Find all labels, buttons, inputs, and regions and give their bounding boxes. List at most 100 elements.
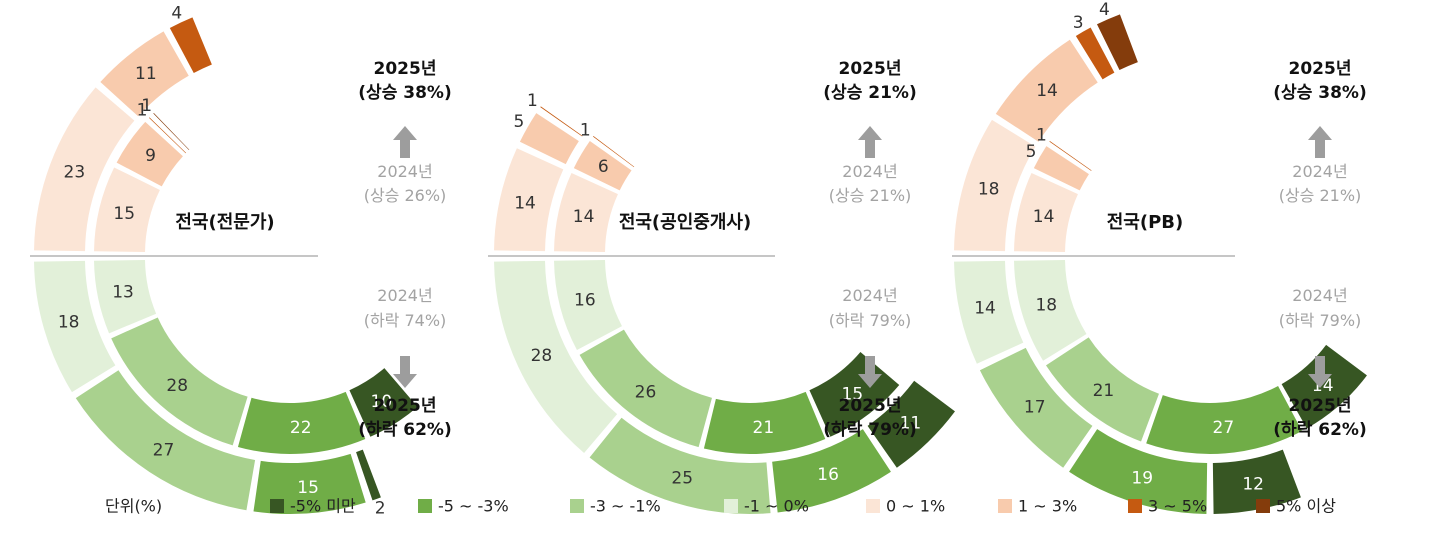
arc-rise-outer-p1_3 [519, 113, 579, 165]
arc-label-fall-inner-m5_m3: 22 [290, 418, 312, 438]
arc-label-fall-outer-m3_m1: 17 [1024, 398, 1046, 418]
arc-label-rise-outer-p3_5: 1 [527, 91, 538, 111]
arc-label-rise-outer-p0_1: 23 [64, 163, 86, 183]
arc-label-fall-outer-lt-5: 12 [1242, 474, 1264, 494]
arc-label-rise-inner-gt5: 1 [141, 96, 152, 116]
fall-2024-year: 2024년 [842, 286, 897, 305]
arc-label-fall-outer-m5_m3: 16 [817, 465, 839, 485]
legend-swatch-lt-5 [270, 499, 284, 513]
arc-rise-inner-p0_1 [554, 173, 618, 252]
arc-fall-inner-m3_m1 [579, 329, 712, 448]
arc-fall-outer-m1_0 [494, 260, 618, 453]
arc-label-rise-outer-gt5: 4 [1099, 0, 1110, 20]
legend-swatch-p3_5 [1128, 499, 1142, 513]
legend-label-m5_m3: -5 ~ -3% [438, 497, 509, 516]
arc-rise-inner-p3_5 [593, 136, 635, 168]
rise-2024-year: 2024년 [377, 162, 432, 181]
unit-label: 단위(%) [105, 497, 162, 516]
legend-label-lt-5: -5% 미만 [290, 497, 356, 516]
fall-2025-text: (하락 62%) [1273, 420, 1366, 440]
fall-2025-text: (하락 79%) [823, 420, 916, 440]
fall-2025-year: 2025년 [374, 396, 437, 416]
arc-rise-outer-p3_5 [1075, 27, 1115, 80]
fall-2025-year: 2025년 [1289, 396, 1352, 416]
arc-fall-inner-lt-5 [809, 351, 900, 437]
arc-rise-outer-p0_1 [494, 148, 564, 252]
legend-label-p1_3: 1 ~ 3% [1018, 497, 1077, 516]
arc-rise-inner-p0_1 [1014, 173, 1078, 252]
arc-fall-outer-m3_m1 [75, 370, 256, 511]
arc-fall-outer-m5_m3 [772, 429, 891, 513]
arc-fall-outer-m3_m1 [589, 417, 771, 515]
rise-2025-year: 2025년 [374, 59, 437, 79]
arc-label-fall-inner-m1_0: 16 [574, 290, 596, 310]
arc-fall-outer-m1_0 [954, 260, 1024, 364]
arc-rise-inner-p1_3 [573, 141, 632, 191]
arc-label-rise-outer-p0_1: 18 [978, 180, 1000, 200]
arc-fall-inner-m1_0 [1014, 260, 1087, 361]
arc-label-fall-inner-m3_m1: 26 [635, 383, 657, 403]
rise-2025-text: (상승 38%) [1273, 83, 1366, 103]
fall-2024-year: 2024년 [1292, 286, 1347, 305]
arc-label-rise-inner-p1_3: 5 [1026, 142, 1037, 162]
arc-fall-inner-m3_m1 [1045, 337, 1159, 442]
arc-rise-inner-p1_3 [116, 121, 183, 187]
rise-2024-year: 2024년 [842, 162, 897, 181]
legend-swatch-p0_1 [866, 499, 880, 513]
rise-2024-text: (상승 21%) [1279, 186, 1362, 205]
arc-rise-inner-p1_3 [1033, 146, 1089, 191]
legend-swatch-gt5 [1256, 499, 1270, 513]
arc-label-rise-inner-p1_3: 6 [598, 157, 609, 177]
legend-label-m1_0: -1 ~ 0% [744, 497, 809, 516]
arc-label-rise-inner-p3_5: 1 [1036, 126, 1047, 146]
arc-label-fall-outer-m3_m1: 25 [671, 468, 693, 488]
arc-fall-outer-lt-5 [1212, 449, 1301, 514]
arc-fall-inner-m3_m1 [111, 317, 248, 446]
arc-label-rise-outer-p1_3: 14 [1036, 81, 1058, 101]
arc-label-rise-outer-p0_1: 14 [514, 194, 536, 214]
up-arrow-icon [858, 126, 882, 158]
fall-2024-year: 2024년 [377, 286, 432, 305]
arc-label-rise-inner-p0_1: 15 [113, 204, 135, 224]
rise-2025-text: (상승 21%) [823, 83, 916, 103]
arc-rise-outer-p1_3 [995, 39, 1098, 142]
legend-swatch-m3_m1 [570, 499, 584, 513]
down-arrow-icon [393, 356, 417, 388]
arc-fall-inner-m5_m3 [237, 391, 366, 454]
arc-label-rise-outer-p1_3: 11 [135, 64, 157, 84]
legend-label-p3_5: 3 ~ 5% [1148, 497, 1207, 516]
rise-2025-year: 2025년 [1289, 59, 1352, 79]
arc-rise-outer-p3_5 [540, 106, 583, 137]
arc-rise-outer-p0_1 [34, 87, 135, 252]
arc-rise-outer-gt5 [1096, 14, 1138, 71]
arc-fall-inner-m5_m3 [703, 391, 826, 454]
arc-fall-outer-m1_0 [34, 260, 116, 393]
fall-2025-year: 2025년 [839, 396, 902, 416]
rise-2024-year: 2024년 [1292, 162, 1347, 181]
arc-fall-inner-lt-5 [1281, 344, 1367, 429]
arc-label-fall-inner-m3_m1: 28 [166, 376, 188, 396]
arc-label-fall-outer-m5_m3: 15 [297, 478, 319, 498]
arc-rise-inner-p3_5 [1049, 141, 1092, 171]
arc-fall-inner-lt-5 [349, 368, 418, 437]
chart-title: 전국(PB) [1107, 212, 1184, 233]
arc-rise-outer-p1_3 [100, 31, 189, 117]
arc-label-fall-inner-m5_m3: 27 [1213, 418, 1235, 438]
up-arrow-icon [393, 126, 417, 158]
legend-swatch-m1_0 [724, 499, 738, 513]
fall-2024-text: (하락 79%) [1279, 311, 1362, 330]
arc-label-fall-inner-m1_0: 18 [1035, 296, 1057, 316]
arc-label-fall-inner-m5_m3: 21 [753, 418, 775, 438]
chart-title: 전국(전문가) [175, 212, 274, 233]
arc-label-fall-outer-m1_0: 14 [974, 298, 996, 318]
arc-rise-outer-p3_5 [169, 17, 212, 73]
arc-fall-outer-m5_m3 [1069, 429, 1208, 514]
arc-label-rise-inner-p0_1: 14 [1033, 207, 1055, 227]
fall-2025-text: (하락 62%) [358, 420, 451, 440]
legend-swatch-p1_3 [998, 499, 1012, 513]
rise-2025-text: (상승 38%) [358, 83, 451, 103]
arc-rise-inner-gt5 [153, 113, 190, 151]
legend-swatch-m5_m3 [418, 499, 432, 513]
